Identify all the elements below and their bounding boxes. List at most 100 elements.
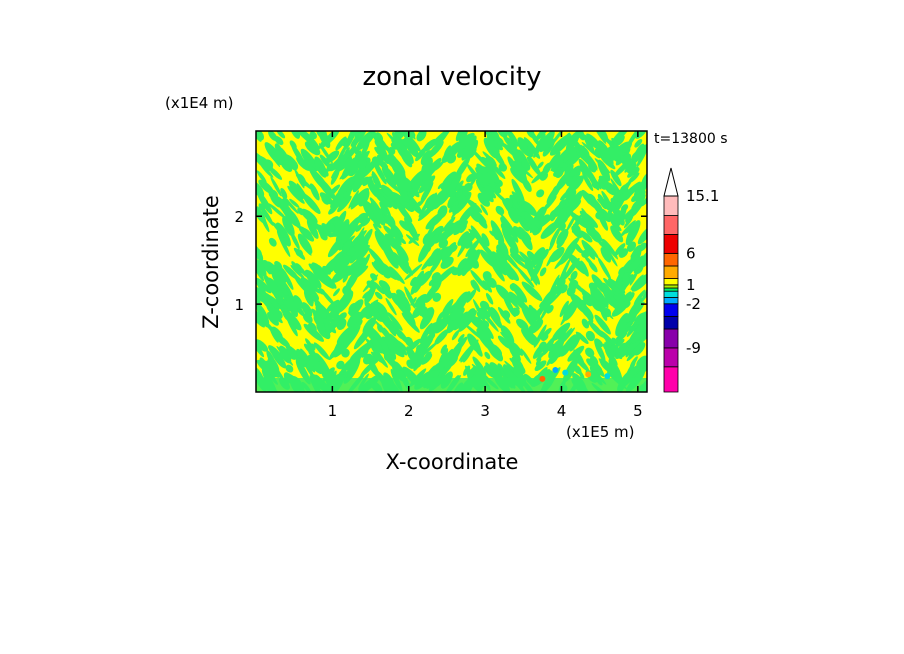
x-tick-label: 5 (633, 402, 643, 420)
field-streak (468, 256, 480, 269)
field-streak (380, 184, 397, 201)
y-tick-label: 1 (234, 296, 244, 314)
field-streak (634, 312, 647, 325)
field-streak (503, 197, 513, 209)
field-streak (256, 170, 267, 184)
y-axis: 12 (234, 208, 647, 314)
field-streak (600, 247, 612, 263)
field-streak (289, 140, 297, 150)
field-streak (481, 233, 490, 247)
field-streak (639, 249, 647, 269)
field-streak (614, 339, 625, 348)
field-streak (256, 247, 262, 259)
field-streak (309, 294, 323, 308)
field-streak (457, 291, 470, 310)
field-streak (309, 183, 320, 201)
colorbar-band (663, 315, 679, 330)
field-streak (495, 205, 505, 216)
field-streak (379, 231, 392, 252)
field-streak (450, 245, 458, 253)
field-streak (360, 217, 371, 227)
field-streak (256, 341, 265, 358)
field-streak (626, 342, 644, 362)
field-streak (507, 206, 520, 224)
field-streak (473, 209, 487, 223)
field-streak (333, 288, 340, 297)
colorbar-band (663, 287, 679, 292)
field-spot (585, 371, 592, 378)
field-streak (417, 340, 439, 360)
field-streak (562, 357, 579, 383)
field-streak (477, 172, 489, 186)
field-streak (452, 132, 475, 154)
field-streak (354, 131, 363, 137)
field-streak (321, 194, 330, 205)
field-streak (319, 154, 331, 169)
field-streak (464, 323, 484, 341)
field-streak (627, 257, 643, 273)
field-streak (468, 228, 488, 246)
field-streak (489, 362, 503, 380)
field-streak (367, 181, 382, 198)
field-streak (593, 230, 601, 241)
field-streak (442, 216, 456, 232)
field-streak (289, 198, 300, 208)
colorbar-band (663, 215, 679, 235)
field-streak (326, 223, 336, 232)
colorbar-band (663, 303, 679, 317)
field-streak (568, 277, 586, 295)
field-streak (271, 270, 287, 292)
field-streak (403, 137, 419, 158)
field-streak (429, 257, 442, 275)
field-streak (530, 257, 544, 281)
field-streak (565, 177, 581, 193)
field-streak (634, 194, 646, 216)
field-streak (480, 320, 490, 329)
field-streak (480, 204, 488, 216)
field-streak (450, 312, 463, 333)
field-streak (511, 307, 520, 317)
field-streak (331, 157, 348, 179)
field-streak (270, 176, 282, 197)
field-streak (489, 230, 497, 238)
field-streak (588, 261, 598, 273)
field-streak (592, 177, 602, 190)
field-streak (588, 320, 604, 338)
field-streak (521, 304, 534, 327)
field-streak (395, 361, 404, 373)
field-streak (402, 307, 416, 328)
field-streak (270, 326, 283, 342)
field-streak (349, 238, 366, 264)
field-streak (293, 131, 310, 143)
field-streak (295, 174, 314, 191)
field-streak (420, 187, 429, 202)
field-streak (308, 263, 332, 284)
field-streak (540, 333, 549, 341)
field-streak (419, 270, 431, 284)
field-streak (641, 172, 647, 187)
field-streak (381, 165, 397, 186)
field-streak (611, 222, 622, 232)
colorbar-label: -2 (686, 295, 701, 313)
field-streak (530, 247, 546, 267)
field-streak (316, 131, 327, 139)
field-streak (264, 142, 283, 166)
field-streak (441, 246, 451, 261)
field-streak (457, 334, 465, 342)
field-streak (341, 220, 359, 244)
field-streak (533, 324, 547, 348)
field-streak (450, 307, 465, 321)
colorbar-band (663, 366, 679, 393)
field-streak (537, 161, 544, 169)
field-streak (538, 207, 547, 221)
field-streak (322, 265, 332, 275)
field-streak (304, 141, 321, 156)
field-streak (288, 180, 305, 200)
field-streak (617, 191, 629, 202)
colorbar-band (663, 290, 679, 298)
field-streak (378, 280, 391, 292)
field-streak (326, 299, 340, 312)
field-streak (392, 131, 402, 139)
field-streak (585, 347, 595, 358)
field-streak (300, 208, 318, 224)
